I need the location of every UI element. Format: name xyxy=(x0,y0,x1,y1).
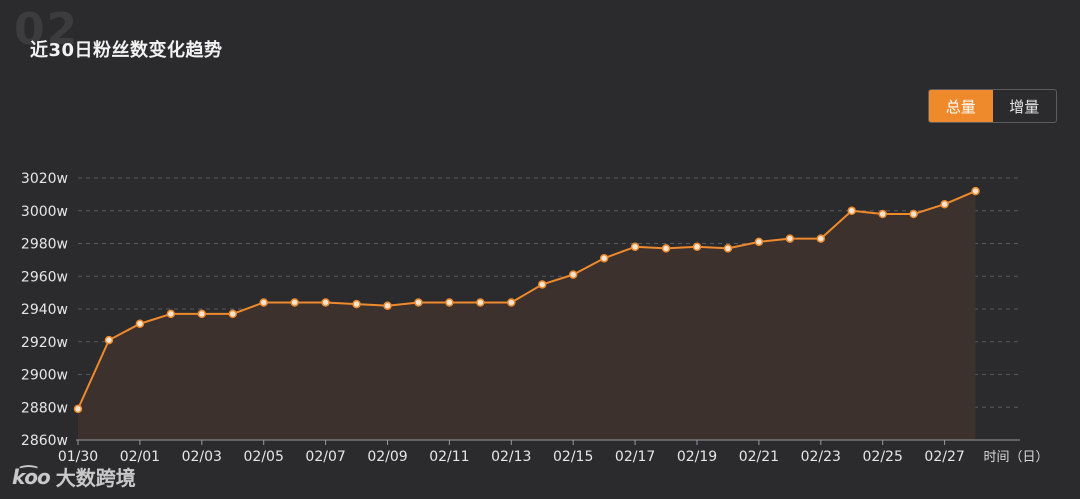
data-point-02/15[interactable] xyxy=(568,270,578,279)
x-tick-label: 02/23 xyxy=(801,449,841,465)
data-point-02/28[interactable] xyxy=(971,186,980,196)
data-point-02/04[interactable] xyxy=(228,309,237,319)
y-tick-label: 2900w xyxy=(21,368,68,384)
series-line-path xyxy=(77,190,976,410)
watermark-logo: k͡oo xyxy=(12,464,51,489)
y-tick-label: 3000w xyxy=(21,204,68,220)
series-line xyxy=(77,190,976,410)
data-point-02/25[interactable] xyxy=(878,209,887,219)
data-point-02/10[interactable] xyxy=(414,298,423,307)
data-point-02/18[interactable] xyxy=(661,244,671,253)
x-tick-label: 02/05 xyxy=(244,449,284,465)
data-point-02/22[interactable] xyxy=(785,234,795,243)
data-point-01/30[interactable] xyxy=(73,404,83,414)
data-point-02/13[interactable] xyxy=(507,298,516,307)
watermark: k͡oo 大数跨境 xyxy=(12,462,136,491)
increment-toggle-button[interactable]: 增量 xyxy=(1009,97,1040,116)
x-axis-label: 时间（日） xyxy=(983,450,1048,465)
section-number: 02 xyxy=(14,4,80,55)
y-tick-label: 2980w xyxy=(21,237,68,253)
x-tick-label: 02/13 xyxy=(491,449,531,465)
x-tick-label: 02/01 xyxy=(120,449,160,465)
data-point-02/21[interactable] xyxy=(754,237,764,247)
data-point-02/05[interactable] xyxy=(259,298,268,307)
data-point-02/08[interactable] xyxy=(352,299,361,309)
data-point-02/07[interactable] xyxy=(321,298,330,307)
data-point-02/11[interactable] xyxy=(445,298,454,307)
y-tick-label: 3020w xyxy=(21,171,68,187)
chart-title: 近30日粉丝数变化趋势 xyxy=(30,40,223,61)
data-point-02/06[interactable] xyxy=(290,298,299,307)
x-tick-labels: 01/30 02/01 02/03 02/05 02/07 02/09 02/11 02/13… xyxy=(58,440,965,465)
data-point-02/20[interactable] xyxy=(723,244,733,253)
data-point-02/27[interactable] xyxy=(940,199,949,209)
data-point-02/12[interactable] xyxy=(476,298,485,307)
data-point-02/09[interactable] xyxy=(383,301,392,310)
metric-toggle: 总量 增量 xyxy=(928,89,1057,123)
y-tick-label: 2880w xyxy=(21,400,68,416)
x-tick-label: 02/19 xyxy=(677,449,717,465)
data-point-02/23[interactable] xyxy=(816,234,826,243)
data-point-02/17[interactable] xyxy=(630,242,640,252)
data-point-02/19[interactable] xyxy=(692,242,702,252)
data-point-02/16[interactable] xyxy=(599,253,609,263)
y-tick-label: 2920w xyxy=(21,335,68,351)
data-points xyxy=(73,186,980,414)
x-tick-label: 02/17 xyxy=(615,449,655,465)
data-point-02/01[interactable] xyxy=(135,319,145,328)
y-tick-label: 2960w xyxy=(21,269,68,285)
y-tick-labels: 2860w 2880w 2900w 2920w 2940w 2960w 2980w 3000w… xyxy=(21,171,68,449)
x-tick-label: 01/30 xyxy=(58,449,98,465)
x-tick-label: 02/27 xyxy=(924,449,964,465)
x-tick-label: 02/07 xyxy=(305,449,345,465)
x-tick-label: 02/21 xyxy=(739,449,779,465)
data-point-02/24[interactable] xyxy=(847,206,856,215)
data-point-02/03[interactable] xyxy=(197,309,207,319)
x-tick-label: 02/11 xyxy=(429,449,469,465)
data-point-02/26[interactable] xyxy=(909,209,918,219)
total-toggle-button[interactable]: 总量 xyxy=(929,90,993,122)
y-tick-label: 2940w xyxy=(21,302,68,318)
watermark-text: 大数跨境 xyxy=(55,466,136,490)
series-area xyxy=(78,191,976,440)
area-fill xyxy=(78,191,976,440)
x-tick-label: 02/09 xyxy=(367,449,407,465)
x-tick-label: 02/03 xyxy=(182,449,222,465)
data-point-02/14[interactable] xyxy=(538,280,547,289)
data-point-02/02[interactable] xyxy=(166,309,176,319)
x-tick-label: 02/25 xyxy=(863,449,903,465)
x-tick-label: 02/15 xyxy=(553,449,593,465)
data-point-01/31[interactable] xyxy=(104,335,114,345)
y-tick-label: 2860w xyxy=(21,433,68,449)
